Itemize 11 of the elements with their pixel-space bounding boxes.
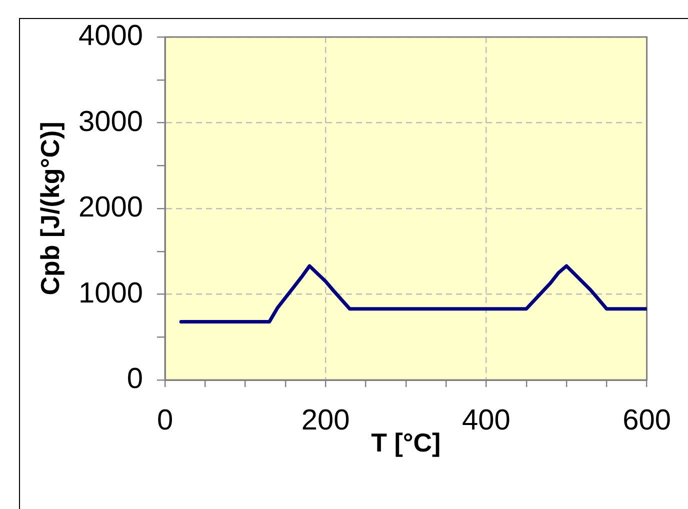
x-tick-label: 0 [156,404,174,436]
x-tick-label: 400 [462,404,510,436]
y-tick-label: 2000 [78,192,143,224]
y-tick-label: 1000 [78,277,143,310]
y-tick-label: 3000 [78,106,143,138]
x-axis-title: T [°C] [371,428,441,458]
y-tick-label: 0 [126,363,143,395]
y-tick-label: 4000 [78,20,143,52]
x-tick-label: 200 [301,404,350,436]
y-axis-title: Cpb [J/(kg°C)] [34,122,65,296]
x-tick-label: 600 [622,404,672,436]
